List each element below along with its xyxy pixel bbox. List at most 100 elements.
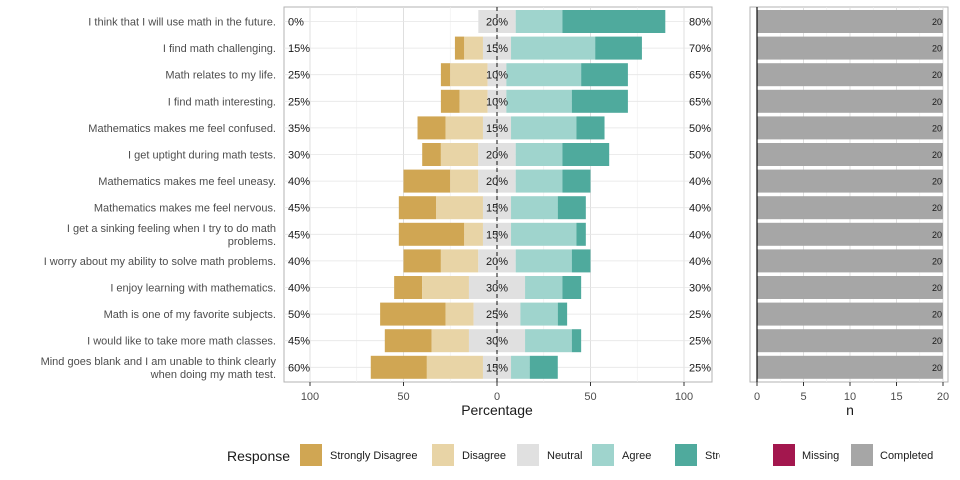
bar-neutral bbox=[482, 196, 512, 220]
bar-agree bbox=[506, 89, 572, 113]
bar-completed bbox=[757, 276, 943, 299]
bar-agree bbox=[525, 276, 563, 299]
left-percent-label: 25% bbox=[288, 96, 310, 108]
question-label: I find math interesting. bbox=[168, 96, 276, 108]
bar-completed bbox=[757, 169, 943, 193]
x-tick-label: 0 bbox=[494, 391, 500, 403]
bar-strongly-disagree bbox=[398, 196, 437, 220]
bar-strongly-disagree bbox=[417, 116, 446, 140]
bar-completed bbox=[757, 63, 943, 87]
bar-agree bbox=[511, 196, 558, 220]
question-label: Mind goes blank and I am unable to think… bbox=[41, 356, 277, 381]
legend-label: Agree bbox=[622, 450, 651, 462]
bar-strongly-disagree bbox=[370, 355, 427, 379]
legend-swatch bbox=[517, 444, 539, 466]
count-bar-label: 20 bbox=[932, 177, 942, 187]
bar-neutral bbox=[473, 302, 521, 326]
bar-completed bbox=[757, 302, 943, 326]
question-label: Math is one of my favorite subjects. bbox=[104, 309, 276, 321]
legend: Response Strongly Disagree Disagree Neutra… bbox=[227, 444, 933, 466]
left-percent-label: 45% bbox=[288, 229, 310, 241]
bar-disagree bbox=[459, 89, 488, 113]
bar-disagree bbox=[464, 222, 483, 246]
legend-label: Neutral bbox=[547, 450, 582, 462]
center-percent-label: 25% bbox=[486, 309, 508, 321]
right-percent-label: 40% bbox=[689, 256, 711, 268]
right-percent-label: 40% bbox=[689, 176, 711, 188]
bar-strongly-disagree bbox=[384, 329, 432, 353]
bar-agree bbox=[511, 222, 577, 246]
center-percent-label: 10% bbox=[486, 96, 508, 108]
question-label: I worry about my ability to solve math p… bbox=[44, 256, 276, 268]
right-percent-label: 30% bbox=[689, 283, 711, 295]
bar-strongly-disagree bbox=[403, 249, 441, 273]
bar-completed bbox=[757, 249, 943, 273]
x-tick-label: 5 bbox=[800, 391, 806, 403]
legend-swatch bbox=[675, 444, 697, 466]
center-percent-label: 15% bbox=[486, 362, 508, 374]
bar-neutral bbox=[478, 169, 516, 193]
bar-agree bbox=[525, 329, 572, 353]
main-gridlines bbox=[284, 7, 712, 382]
count-bar-label: 20 bbox=[932, 70, 942, 80]
right-percent-label: 65% bbox=[689, 96, 711, 108]
bar-disagree bbox=[431, 329, 469, 353]
right-percent-label: 40% bbox=[689, 229, 711, 241]
bar-strongly-agree bbox=[571, 89, 628, 113]
bar-strongly-agree bbox=[571, 329, 582, 353]
x-tick-label: 10 bbox=[844, 391, 856, 403]
right-percent-label: 40% bbox=[689, 203, 711, 215]
left-percent-label: 0% bbox=[288, 17, 304, 29]
count-bar-label: 20 bbox=[932, 256, 942, 266]
bar-strongly-disagree bbox=[440, 63, 451, 87]
count-bar-label: 20 bbox=[932, 310, 942, 320]
legend-label: Strongly Disagree bbox=[330, 450, 417, 462]
question-label: I would like to take more math classes. bbox=[87, 336, 276, 348]
bar-disagree bbox=[450, 63, 488, 87]
main-percent-labels: 0% 20% 80% 15% 15% 70% 25% 10% 65% 25% 10% 65% 35% 15… bbox=[288, 17, 711, 375]
bar-strongly-disagree bbox=[422, 143, 441, 166]
bar-strongly-agree bbox=[576, 116, 605, 140]
count-bar-label: 20 bbox=[932, 17, 942, 27]
count-bar-label: 20 bbox=[932, 230, 942, 240]
bar-completed bbox=[757, 143, 943, 166]
bar-strongly-agree bbox=[571, 249, 591, 273]
bar-agree bbox=[511, 36, 596, 60]
x-tick-label: 15 bbox=[890, 391, 902, 403]
x-tick-label: 20 bbox=[937, 391, 949, 403]
question-label: I enjoy learning with mathematics. bbox=[110, 283, 276, 295]
question-label: Mathematics makes me feel nervous. bbox=[94, 203, 276, 215]
bar-strongly-agree bbox=[557, 302, 568, 326]
count-x-axis-title: n bbox=[846, 402, 854, 418]
bar-agree bbox=[515, 169, 563, 193]
bar-completed bbox=[757, 116, 943, 140]
left-percent-label: 15% bbox=[288, 43, 310, 55]
x-tick-label: 50 bbox=[584, 391, 596, 403]
right-percent-label: 65% bbox=[689, 70, 711, 82]
bar-disagree bbox=[445, 302, 474, 326]
x-tick-label: 50 bbox=[397, 391, 409, 403]
center-percent-label: 15% bbox=[486, 43, 508, 55]
bar-completed bbox=[757, 222, 943, 246]
bar-completed bbox=[757, 355, 943, 379]
bar-agree bbox=[515, 10, 563, 33]
question-label: Mathematics makes me feel confused. bbox=[88, 123, 276, 135]
count-bar-label: 20 bbox=[932, 123, 942, 133]
right-percent-label: 80% bbox=[689, 17, 711, 29]
bar-disagree bbox=[450, 169, 479, 193]
center-percent-label: 15% bbox=[486, 123, 508, 135]
x-tick-label: 0 bbox=[754, 391, 760, 403]
bar-agree bbox=[506, 63, 582, 87]
center-percent-label: 15% bbox=[486, 203, 508, 215]
bar-strongly-agree bbox=[557, 196, 586, 220]
bar-completed bbox=[757, 196, 943, 220]
bar-disagree bbox=[445, 116, 483, 140]
center-percent-label: 20% bbox=[486, 150, 508, 162]
right-percent-label: 50% bbox=[689, 123, 711, 135]
bar-strongly-agree bbox=[562, 143, 610, 166]
legend-swatch bbox=[300, 444, 322, 466]
main-x-axis: 100 50 0 50 100 bbox=[301, 382, 693, 403]
right-percent-label: 25% bbox=[689, 336, 711, 348]
bar-strongly-disagree bbox=[454, 36, 465, 60]
